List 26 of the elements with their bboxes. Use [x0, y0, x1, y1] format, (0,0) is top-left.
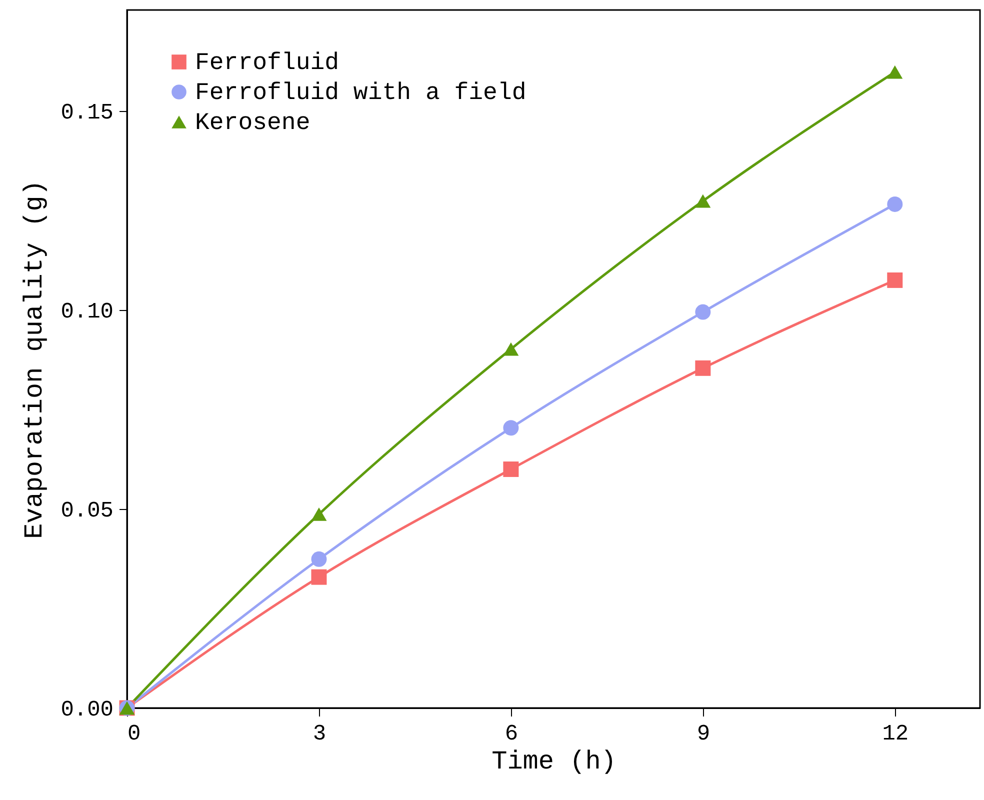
point [311, 551, 327, 567]
point [311, 507, 327, 521]
point [887, 196, 903, 212]
legend-label: Ferrofluid [195, 50, 340, 77]
point [503, 420, 519, 436]
x-tick-label: 0 [128, 722, 141, 746]
x-tick-label: 9 [696, 722, 710, 746]
x-tick-label: 6 [504, 722, 518, 746]
y-tick-label: 0.15 [60, 100, 114, 126]
x-tick-label: 3 [312, 722, 326, 746]
y-tick-label: 0.10 [60, 300, 114, 325]
y-tick-label: 0.05 [60, 498, 114, 524]
point [503, 342, 519, 356]
point [311, 569, 327, 585]
y-axis-title: Evaporation quality (g) [20, 180, 50, 539]
legend-label: Ferrofluid with a field [195, 80, 526, 107]
point [695, 360, 711, 376]
x-axis-title: Time (h) [492, 746, 616, 776]
point [695, 194, 711, 208]
point [887, 272, 903, 288]
point [503, 461, 519, 477]
point [887, 65, 903, 79]
y-tick-label: 0.00 [60, 698, 114, 722]
x-tick-label: 12 [882, 722, 909, 746]
legend-label: Kerosene [195, 110, 310, 137]
point [695, 304, 711, 320]
